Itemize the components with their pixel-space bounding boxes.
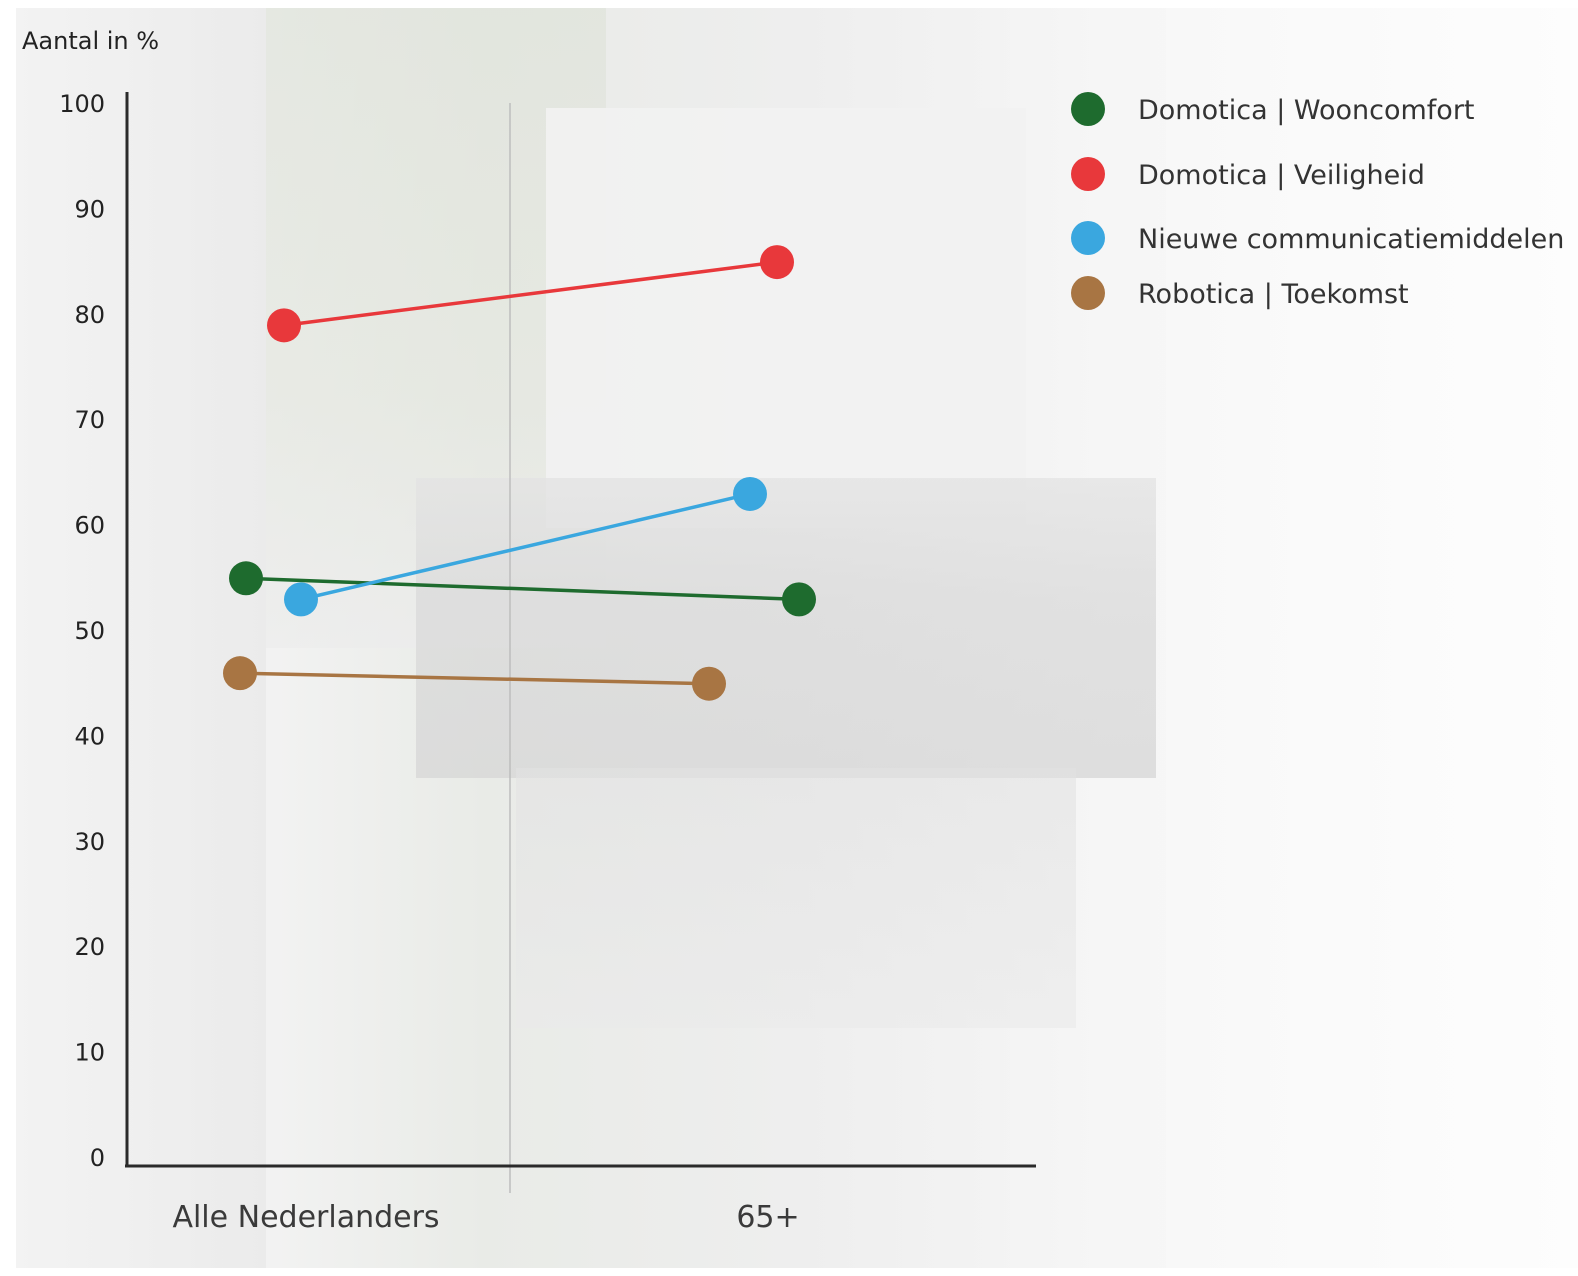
y-tick-label: 20 (74, 933, 105, 961)
y-tick-label: 40 (74, 722, 105, 750)
data-point (782, 582, 816, 617)
x-category-label: 65+ (736, 1200, 799, 1235)
x-axis-labels: Alle Nederlanders 65+ (172, 1200, 799, 1235)
x-category-label: Alle Nederlanders (172, 1200, 439, 1235)
legend-label: Nieuwe communicatiemiddelen (1138, 224, 1564, 255)
legend-item: Domotica | Veiligheid (1071, 157, 1425, 191)
y-tick-label: 10 (74, 1039, 105, 1067)
series-4 (223, 656, 726, 701)
series-group (223, 245, 816, 701)
data-point (267, 308, 301, 343)
data-point (229, 561, 263, 596)
legend-item: Domotica | Wooncomfort (1071, 92, 1475, 126)
series-1 (229, 561, 816, 617)
chart-frame: Aantal in % 0 10 20 30 40 50 60 70 80 90 100 Alle … (16, 8, 1578, 1268)
line-chart: Aantal in % 0 10 20 30 40 50 60 70 80 90 100 Alle … (22, 27, 1564, 1235)
y-tick-label: 70 (74, 406, 105, 434)
series-line (238, 671, 711, 686)
y-axis-ticks: 0 10 20 30 40 50 60 70 80 90 100 (59, 90, 105, 1172)
legend: Domotica | Wooncomfort Domotica | Veiligh… (1071, 92, 1564, 310)
legend-marker (1071, 276, 1105, 310)
y-tick-label: 30 (74, 828, 105, 856)
legend-marker (1071, 221, 1105, 255)
data-point (760, 245, 794, 280)
legend-label: Robotica | Toekomst (1138, 279, 1409, 310)
legend-item: Nieuwe communicatiemiddelen (1071, 221, 1564, 255)
y-tick-label: 60 (74, 512, 105, 540)
data-point (692, 666, 726, 701)
y-tick-label: 80 (74, 301, 105, 329)
y-tick-label: 50 (74, 617, 105, 645)
data-point (284, 582, 318, 617)
series-line (282, 260, 779, 328)
legend-label: Domotica | Wooncomfort (1138, 95, 1475, 126)
y-tick-label: 90 (74, 195, 105, 223)
series-line (299, 492, 752, 602)
series-3 (284, 476, 767, 617)
legend-label: Domotica | Veiligheid (1138, 160, 1425, 191)
y-axis-unit-label: Aantal in % (22, 27, 159, 55)
data-point (733, 476, 767, 511)
y-tick-label: 0 (90, 1144, 105, 1172)
legend-item: Robotica | Toekomst (1071, 276, 1409, 310)
data-point (223, 656, 257, 691)
series-2 (267, 245, 794, 343)
series-line (244, 576, 801, 602)
legend-marker (1071, 157, 1105, 191)
legend-marker (1071, 92, 1105, 126)
y-tick-label: 100 (59, 90, 105, 118)
